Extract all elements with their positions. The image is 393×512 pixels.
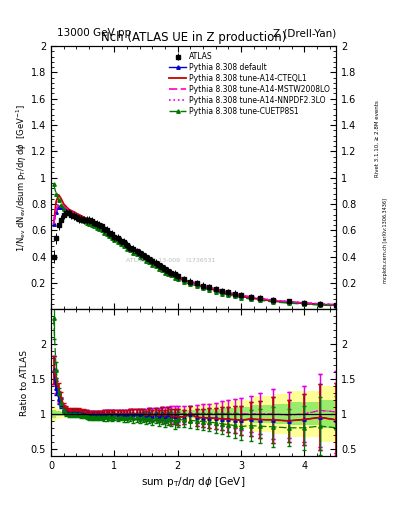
Pythia 8.308 tune-A14-MSTW2008LO [134, 248, 139, 254]
Pythia 8.308 default [56, 204, 61, 210]
Pythia 8.308 default [334, 302, 338, 308]
Line: Pythia 8.308 tune-A14-MSTW2008LO: Pythia 8.308 tune-A14-MSTW2008LO [53, 204, 336, 305]
Y-axis label: 1/N$_{\mathsf{ev}}$ dN$_{\mathsf{ev}}$/dsum p$_{\mathsf{T}}$/d$\eta$ d$\phi$  [G: 1/N$_{\mathsf{ev}}$ dN$_{\mathsf{ev}}$/d… [15, 104, 29, 251]
Pythia 8.308 tune-A14-MSTW2008LO [239, 292, 243, 298]
Text: mcplots.cern.ch [arXiv:1306.3436]: mcplots.cern.ch [arXiv:1306.3436] [383, 198, 387, 283]
Pythia 8.308 default [239, 293, 243, 300]
Text: 13000 GeV pp: 13000 GeV pp [57, 28, 131, 38]
Line: Pythia 8.308 default: Pythia 8.308 default [52, 205, 338, 307]
Pythia 8.308 tune-CUETP8S1 [153, 263, 158, 269]
Pythia 8.308 tune-A14-MSTW2008LO [94, 221, 99, 227]
Pythia 8.308 default [156, 263, 161, 269]
Y-axis label: Ratio to ATLAS: Ratio to ATLAS [20, 350, 29, 416]
Legend: ATLAS, Pythia 8.308 default, Pythia 8.308 tune-A14-CTEQL1, Pythia 8.308 tune-A14: ATLAS, Pythia 8.308 default, Pythia 8.30… [167, 50, 332, 118]
Text: Rivet 3.1.10, ≥ 2.8M events: Rivet 3.1.10, ≥ 2.8M events [375, 100, 380, 177]
Title: Nch (ATLAS UE in Z production): Nch (ATLAS UE in Z production) [101, 31, 286, 44]
Pythia 8.308 tune-A14-MSTW2008LO [56, 201, 61, 207]
Pythia 8.308 tune-A14-MSTW2008LO [51, 221, 56, 227]
Pythia 8.308 tune-CUETP8S1 [334, 303, 338, 309]
Pythia 8.308 default [84, 216, 89, 222]
Pythia 8.308 tune-A14-CTEQL1 [51, 221, 56, 227]
Pythia 8.308 tune-A14-CTEQL1 [66, 206, 71, 212]
Pythia 8.308 tune-A14-NNPDF2.3LO [334, 302, 338, 308]
Pythia 8.308 tune-CUETP8S1 [64, 209, 69, 215]
Pythia 8.308 default [66, 207, 71, 214]
Pythia 8.308 default [134, 248, 139, 254]
Line: Pythia 8.308 tune-A14-CTEQL1: Pythia 8.308 tune-A14-CTEQL1 [53, 195, 336, 305]
Pythia 8.308 tune-CUETP8S1 [232, 293, 237, 300]
Pythia 8.308 tune-A14-NNPDF2.3LO [56, 202, 61, 208]
Pythia 8.308 tune-CUETP8S1 [51, 181, 56, 187]
Pythia 8.308 tune-A14-NNPDF2.3LO [134, 248, 139, 254]
Line: Pythia 8.308 tune-A14-NNPDF2.3LO: Pythia 8.308 tune-A14-NNPDF2.3LO [53, 205, 336, 305]
Pythia 8.308 tune-A14-CTEQL1 [156, 263, 161, 269]
Pythia 8.308 tune-A14-CTEQL1 [84, 216, 89, 222]
Pythia 8.308 tune-A14-MSTW2008LO [84, 216, 89, 222]
Pythia 8.308 tune-A14-CTEQL1 [134, 248, 139, 254]
Pythia 8.308 tune-CUETP8S1 [82, 218, 86, 224]
Pythia 8.308 default [94, 221, 99, 227]
Pythia 8.308 tune-A14-CTEQL1 [239, 293, 243, 300]
Text: Z (Drell-Yan): Z (Drell-Yan) [273, 28, 336, 38]
Pythia 8.308 tune-A14-MSTW2008LO [66, 207, 71, 214]
Pythia 8.308 default [51, 221, 56, 227]
Line: Pythia 8.308 tune-CUETP8S1: Pythia 8.308 tune-CUETP8S1 [52, 183, 338, 307]
X-axis label: sum p$_{\mathsf{T}}$/d$\eta$ d$\phi$ [GeV]: sum p$_{\mathsf{T}}$/d$\eta$ d$\phi$ [Ge… [141, 475, 246, 489]
Pythia 8.308 tune-A14-CTEQL1 [94, 221, 99, 227]
Pythia 8.308 tune-A14-NNPDF2.3LO [156, 262, 161, 268]
Pythia 8.308 tune-A14-MSTW2008LO [156, 262, 161, 268]
Pythia 8.308 tune-A14-NNPDF2.3LO [239, 292, 243, 298]
Pythia 8.308 tune-CUETP8S1 [318, 302, 323, 308]
Pythia 8.308 tune-A14-CTEQL1 [334, 302, 338, 308]
Pythia 8.308 tune-A14-NNPDF2.3LO [51, 221, 56, 227]
Text: ATLAS-UE-13-009   I1736531: ATLAS-UE-13-009 I1736531 [126, 258, 215, 263]
Pythia 8.308 tune-A14-NNPDF2.3LO [94, 221, 99, 227]
Pythia 8.308 tune-A14-NNPDF2.3LO [84, 216, 89, 222]
Pythia 8.308 tune-CUETP8S1 [92, 223, 97, 229]
Pythia 8.308 tune-A14-CTEQL1 [56, 192, 61, 198]
Pythia 8.308 tune-A14-MSTW2008LO [334, 302, 338, 308]
Pythia 8.308 tune-A14-NNPDF2.3LO [66, 207, 71, 214]
